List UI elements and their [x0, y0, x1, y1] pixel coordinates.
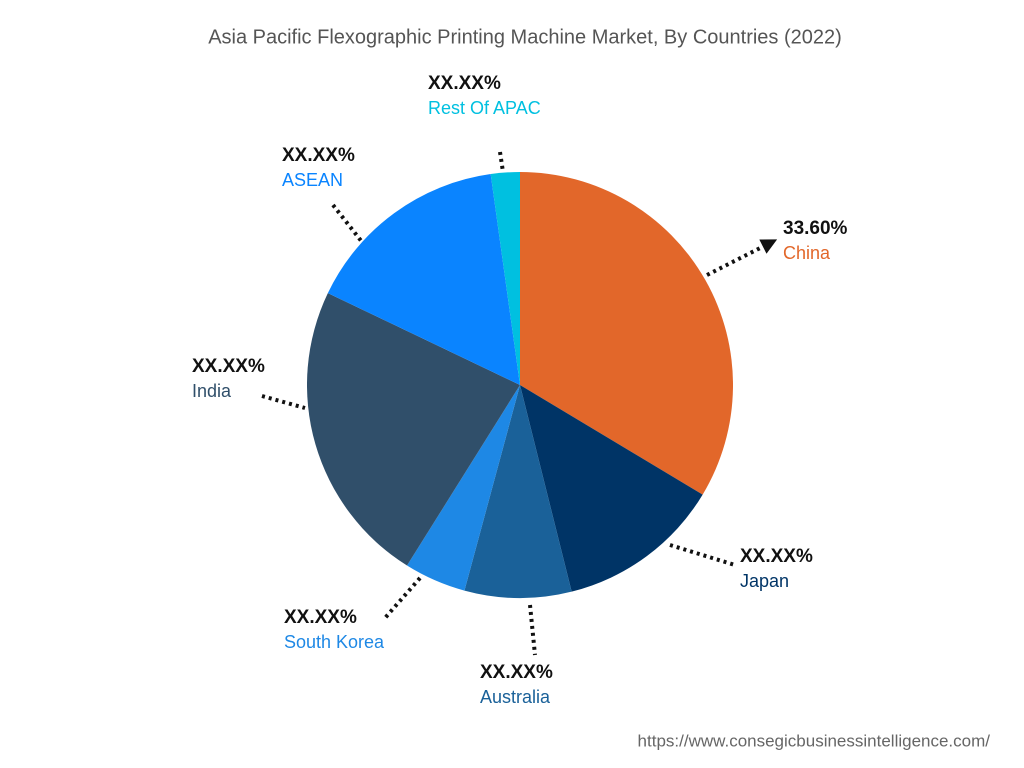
data-label: XX.XX% — [428, 73, 501, 94]
leader-line — [706, 239, 778, 277]
pie-slice — [327, 174, 520, 385]
data-label: XX.XX% — [480, 662, 553, 683]
chart-title: Asia Pacific Flexographic Printing Machi… — [208, 26, 842, 48]
data-label: XX.XX% — [282, 145, 355, 166]
data-label: XX.XX% — [740, 546, 813, 567]
data-label: XX.XX% — [284, 607, 357, 628]
leader-line — [331, 203, 364, 244]
category-label: ASEAN — [282, 170, 343, 190]
pie-slice — [464, 385, 572, 598]
pie-slice — [490, 172, 520, 385]
leader-line — [528, 604, 537, 656]
leader-line — [669, 543, 736, 567]
pie-slice — [407, 385, 520, 591]
category-label: China — [783, 243, 831, 263]
leader-line — [383, 576, 422, 620]
category-label: Australia — [480, 687, 551, 707]
data-label: XX.XX% — [192, 356, 265, 377]
leader-line — [498, 151, 505, 173]
pie-slice — [307, 293, 520, 566]
pie-slice — [520, 172, 733, 495]
pie-slice — [520, 385, 703, 592]
source-url: https://www.consegicbusinessintelligence… — [638, 731, 991, 750]
category-label: Rest Of APAC — [428, 98, 541, 118]
data-label: 33.60% — [783, 218, 848, 239]
leader-line — [261, 394, 306, 410]
category-label: Japan — [740, 571, 789, 591]
category-label: India — [192, 381, 232, 401]
category-label: South Korea — [284, 632, 385, 652]
